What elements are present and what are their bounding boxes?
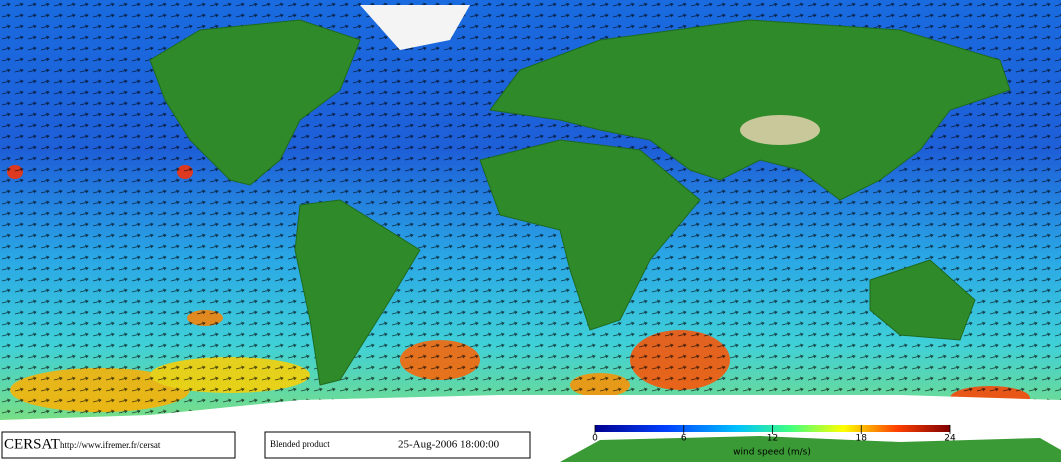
colorbar-tick-label: 18 [856,434,868,444]
colorbar-label: wind speed (m/s) [733,448,811,458]
continents [149,19,1011,386]
colorbar-tick-label: 0 [592,434,598,444]
product-box [264,431,531,459]
date: 25-Aug-2006 18:00:00 [398,439,500,451]
logo: CERSAT [4,436,60,452]
colorbar-tick-label: 6 [681,434,687,444]
greenland [360,5,470,50]
logo-box [1,431,236,459]
colorbar-tick-label: 12 [767,434,778,444]
antarctica [0,395,1061,430]
tibet [740,115,820,145]
colorbar-tick-label: 24 [944,434,956,444]
url: http://www.ifremer.fr/cersat [60,440,161,450]
product: Blended product [270,439,330,449]
antarctic-coast [560,436,1061,462]
